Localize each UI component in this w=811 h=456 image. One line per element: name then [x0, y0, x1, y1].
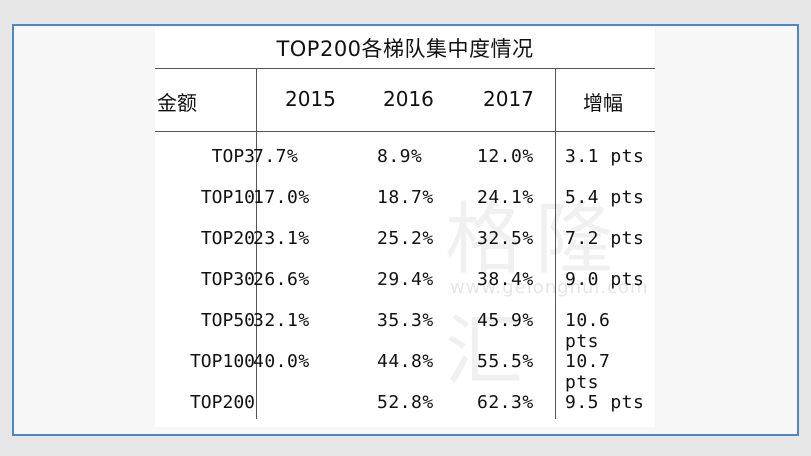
header-2017: 2017 [483, 87, 534, 111]
table-panel: TOP200各梯队集中度情况 金额 2015 2016 2017 增幅 TOP3… [155, 27, 655, 427]
cell-increase: 3.1 pts [565, 146, 645, 167]
row-label: TOP20 [200, 228, 255, 249]
cell-2015: 26.6% [253, 269, 310, 290]
row-label: TOP10 [200, 187, 255, 208]
cell-2017: 24.1% [477, 187, 534, 208]
row-label: TOP3 [211, 146, 255, 167]
cell-2017: 12.0% [477, 146, 534, 167]
cell-increase: 10.7 pts [565, 351, 611, 393]
cell-increase: 9.0 pts [565, 269, 645, 290]
header-amount: 金额 [157, 91, 197, 115]
cell-2017: 32.5% [477, 228, 534, 249]
cell-2016: 29.4% [377, 269, 434, 290]
cell-2015: 32.1% [253, 310, 310, 331]
cell-2016: 25.2% [377, 228, 434, 249]
row-label: TOP30 [200, 269, 255, 290]
cell-increase: 5.4 pts [565, 187, 645, 208]
cell-2016: 35.3% [377, 310, 434, 331]
cell-2016: 44.8% [377, 351, 434, 372]
cell-increase: 7.2 pts [565, 228, 645, 249]
cell-2015: 7.7% [253, 146, 299, 167]
cell-2015: 17.0% [253, 187, 310, 208]
header-2016: 2016 [383, 87, 434, 111]
cell-2016: 8.9% [377, 146, 423, 167]
row-label: TOP50 [200, 310, 255, 331]
header-2015: 2015 [285, 87, 336, 111]
table-title: TOP200各梯队集中度情况 [276, 37, 534, 61]
header-bottom-rule [155, 131, 655, 132]
cell-2016: 18.7% [377, 187, 434, 208]
header-increase: 增幅 [583, 91, 623, 115]
cell-2015: 40.0% [253, 351, 310, 372]
cell-increase: 9.5 pts [565, 392, 645, 413]
row-label: TOP100 [189, 351, 255, 372]
row-label: TOP200 [189, 392, 255, 413]
cell-2017: 62.3% [477, 392, 534, 413]
label-column-divider [256, 69, 257, 419]
cell-increase: 10.6 pts [565, 310, 611, 352]
increase-column-divider [555, 69, 556, 419]
cell-2017: 45.9% [477, 310, 534, 331]
cell-2015: 23.1% [253, 228, 310, 249]
cell-2016: 52.8% [377, 392, 434, 413]
cell-2017: 38.4% [477, 269, 534, 290]
header-top-rule [155, 68, 655, 69]
cell-2017: 55.5% [477, 351, 534, 372]
